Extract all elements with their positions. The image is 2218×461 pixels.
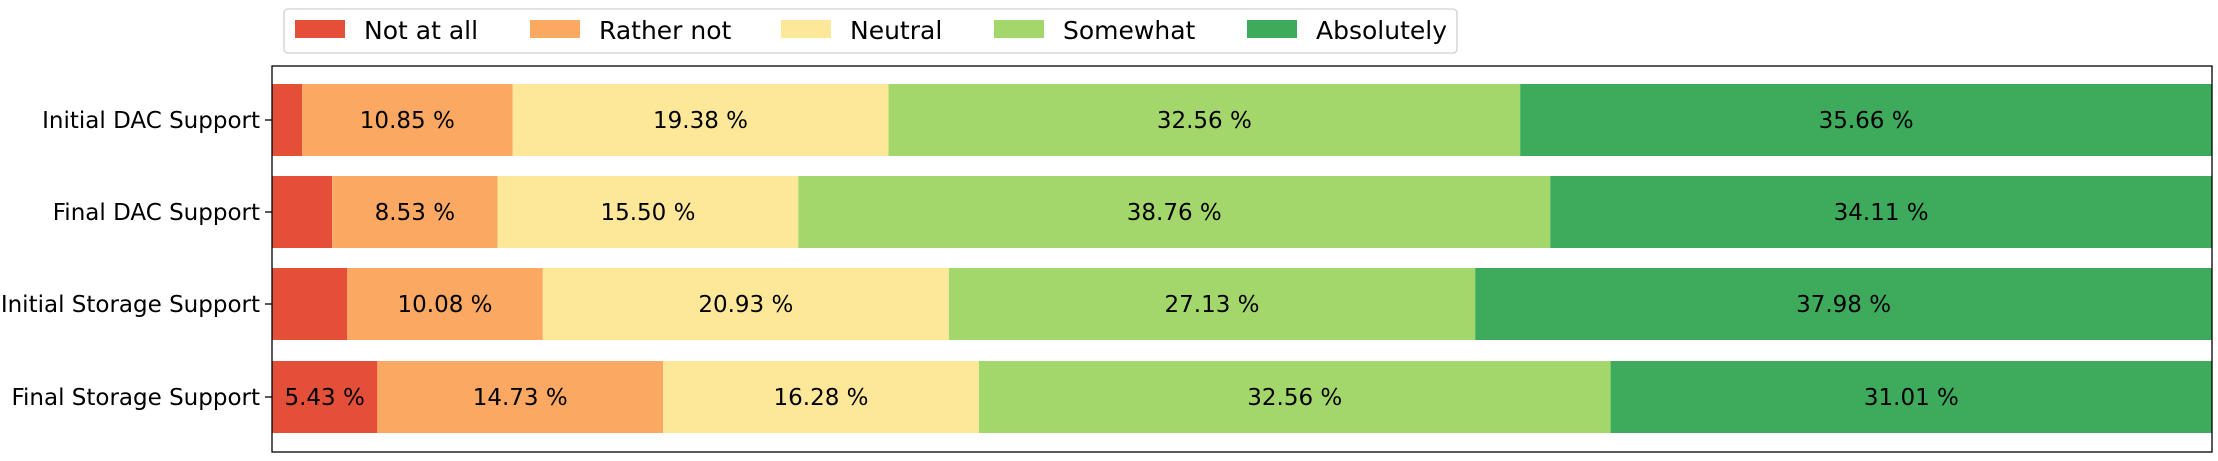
legend-label-absolutely: Absolutely [1316, 16, 1447, 45]
bar-not-at-all-final-dac-support [272, 176, 333, 248]
bar-somewhat-final-storage-support [978, 361, 1611, 433]
legend-swatch-neutral [781, 20, 831, 38]
data-label-neutral-final-storage-support: 16.28 % [774, 385, 869, 411]
bar-absolutely-initial-dac-support [1520, 84, 2212, 156]
bar-rather-not-initial-storage-support [347, 268, 543, 340]
legend-label-somewhat: Somewhat [1063, 16, 1196, 45]
y-tick-label-final-storage-support: Final Storage Support [11, 385, 260, 411]
data-label-absolutely-initial-storage-support: 37.98 % [1796, 292, 1891, 318]
data-label-neutral-initial-dac-support: 19.38 % [653, 108, 748, 134]
bar-rather-not-initial-dac-support [302, 84, 513, 156]
bar-absolutely-initial-storage-support [1475, 268, 2212, 340]
y-tick-label-initial-dac-support: Initial DAC Support [42, 108, 260, 134]
bar-not-at-all-initial-storage-support [272, 268, 348, 340]
bar-rather-not-final-dac-support [332, 176, 498, 248]
data-label-rather-not-final-dac-support: 8.53 % [375, 200, 455, 226]
y-tick-label-final-dac-support: Final DAC Support [53, 200, 260, 226]
bar-absolutely-final-dac-support [1550, 176, 2212, 248]
data-label-somewhat-initial-dac-support: 32.56 % [1157, 108, 1252, 134]
data-label-rather-not-initial-dac-support: 10.85 % [360, 108, 455, 134]
data-label-absolutely-initial-dac-support: 35.66 % [1819, 108, 1914, 134]
data-label-rather-not-initial-storage-support: 10.08 % [398, 292, 493, 318]
legend-label-neutral: Neutral [850, 16, 942, 45]
bar-somewhat-initial-dac-support [888, 84, 1521, 156]
y-axis: Initial DAC Support Final DAC Support Init… [1, 108, 272, 411]
bar-somewhat-final-dac-support [798, 176, 1551, 248]
bar-not-at-all-initial-dac-support [272, 84, 303, 156]
bar-absolutely-final-storage-support [1610, 361, 2213, 433]
bar-neutral-final-storage-support [663, 361, 979, 433]
data-label-somewhat-final-dac-support: 38.76 % [1127, 200, 1222, 226]
legend: Not at all Rather not Neutral Somewhat Absol… [283, 8, 1458, 54]
legend-swatch-absolutely [1247, 20, 1297, 38]
legend-label-not-at-all: Not at all [364, 16, 478, 45]
data-label-somewhat-initial-storage-support: 27.13 % [1165, 292, 1260, 318]
y-tick-label-initial-storage-support: Initial Storage Support [1, 292, 260, 318]
bar-rather-not-final-storage-support [377, 361, 664, 433]
legend-swatch-somewhat [994, 20, 1044, 38]
bars: 10.85 % 19.38 % 32.56 % 35.66 % 8.53 % 15.50 … [272, 84, 2213, 433]
legend-swatch-rather-not [530, 20, 580, 38]
bar-somewhat-initial-storage-support [948, 268, 1476, 340]
bar-neutral-initial-storage-support [542, 268, 949, 340]
data-label-not-at-all-final-storage-support: 5.43 % [284, 385, 364, 411]
legend-swatch-not-at-all [295, 20, 345, 38]
data-label-neutral-final-dac-support: 15.50 % [600, 200, 695, 226]
data-label-absolutely-final-dac-support: 34.11 % [1834, 200, 1929, 226]
legend-label-rather-not: Rather not [599, 16, 732, 45]
data-label-absolutely-final-storage-support: 31.01 % [1864, 385, 1959, 411]
bar-neutral-initial-dac-support [512, 84, 889, 156]
bar-neutral-final-dac-support [497, 176, 799, 248]
bar-not-at-all-final-storage-support [272, 361, 378, 433]
data-label-neutral-initial-storage-support: 20.93 % [698, 292, 793, 318]
plot-frame [271, 65, 2213, 453]
data-label-rather-not-final-storage-support: 14.73 % [473, 385, 568, 411]
data-label-somewhat-final-storage-support: 32.56 % [1247, 385, 1342, 411]
